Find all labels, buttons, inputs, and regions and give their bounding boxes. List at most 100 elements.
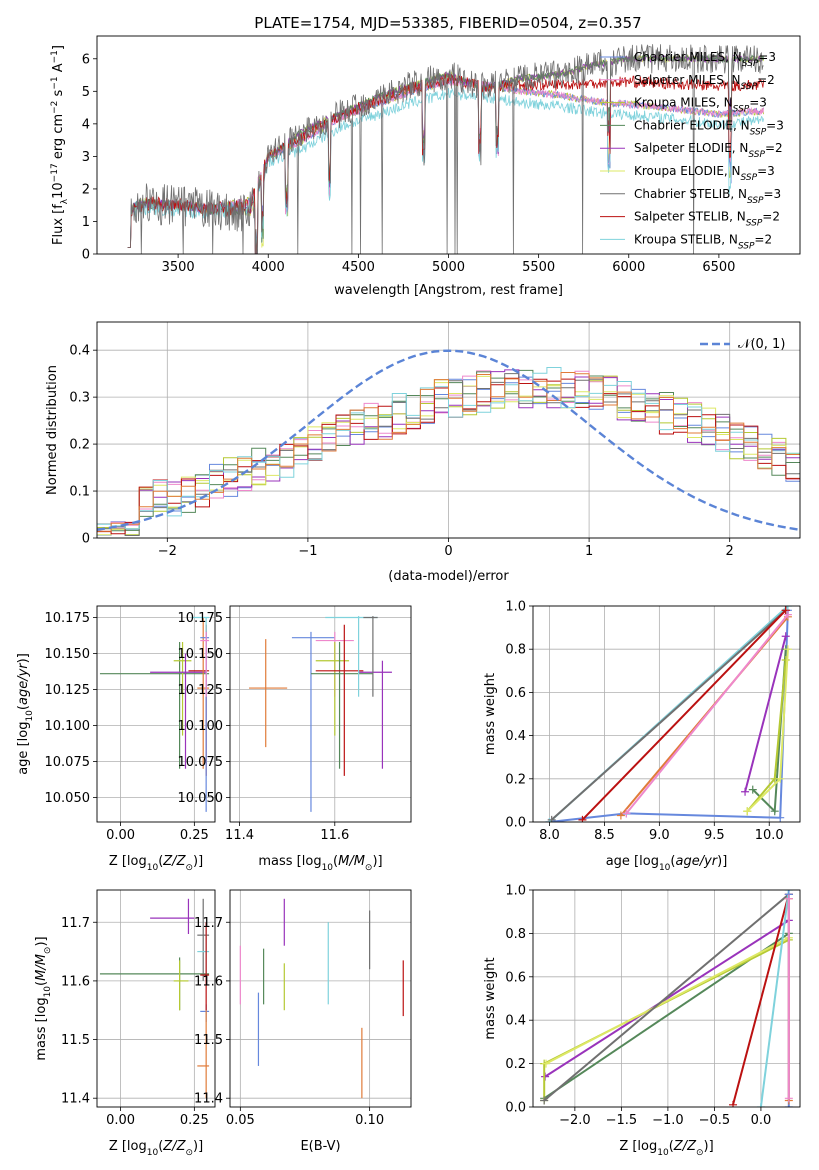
y-tick-label: 11.6 [61, 974, 90, 989]
axes-residuals: −2 −1 0 1 2 0 0.1 0.2 0.3 0.4 𝒩(0, 1) (data-model)/… [45, 321, 801, 584]
x-tick-label: 0.00 [106, 828, 135, 843]
label-part: 10 [147, 1148, 159, 1158]
plus-marker [781, 606, 790, 615]
y-tick-label: 1 [82, 215, 90, 230]
legend-label: Salpeter ELODIE, NSSP=2 [634, 141, 783, 160]
label-part: Normed distribution [45, 365, 60, 495]
x-tick-label: 0.05 [226, 1113, 255, 1128]
plus-marker [776, 774, 785, 783]
plus-marker [748, 785, 757, 794]
y-tick-label: 10.175 [45, 611, 91, 626]
label-part: ⊙ [696, 1148, 704, 1158]
label-part: mass weight [483, 673, 498, 755]
x-tick-label: 11.4 [225, 828, 254, 843]
label-part: Z [log [109, 854, 147, 869]
plus-marker [770, 807, 779, 816]
x-tick-label: 11.6 [320, 828, 349, 843]
massweight_vs_Z-ylabel: mass weight [483, 957, 498, 1039]
errorbar-point-3 [315, 642, 350, 736]
legend-part: SSP [746, 219, 763, 229]
plus-marker [547, 815, 556, 822]
label-part: ( [16, 705, 31, 710]
label-part: )] [704, 1139, 714, 1154]
errorbar-point-1 [173, 960, 189, 1011]
age_vs_Z-xlabel: Z [log10(Z/Z⊙)] [109, 854, 203, 873]
label-part: age/yr [16, 662, 31, 705]
errorbar-point-3 [197, 898, 210, 981]
panels: 3500 4000 4500 5000 5500 6000 6500 0 1 2 3 4 5 6 Chabr… [16, 35, 801, 1158]
legend-part: Salpeter MILES, N [634, 73, 741, 87]
plus-marker [578, 815, 587, 822]
legend-part: Salpeter STELIB, N [634, 210, 746, 224]
grid-age_vs_mass [230, 606, 411, 822]
x-tick-label: 6000 [612, 260, 645, 275]
x-tick-label: 8.0 [539, 828, 560, 843]
label-part: −1 [50, 76, 60, 89]
label-part: 10 [657, 1148, 669, 1158]
y-tick-label: 10.125 [45, 683, 91, 698]
errorbar-point-1 [291, 631, 335, 812]
legend-label: Chabrier STELIB, NSSP=3 [634, 187, 781, 206]
y-tick-label: 1.0 [505, 884, 526, 899]
residuals-xlabel: (data-model)/error [388, 569, 509, 584]
label-part: )] [34, 936, 49, 946]
label-part: Z/Z [162, 1139, 186, 1154]
label-part: ⊙ [185, 1148, 193, 1158]
plot-area-age_vs_Z [99, 616, 210, 812]
label-part: s [51, 89, 66, 100]
frame-age_vs_Z: 0.00 0.25 10.050 10.075 10.100 10.125 10.150 10… [16, 605, 216, 873]
axes-spectrum: 3500 4000 4500 5000 5500 6000 6500 0 1 2 3 4 5 6 Chabr… [50, 35, 801, 298]
errorbar-point-0 [99, 957, 210, 1011]
mass-weight-line-2 [551, 609, 787, 821]
y-tick-label: 10.125 [178, 683, 224, 698]
legend-part: Chabrier STELIB, N [634, 187, 747, 201]
grid-mass_vs_EBV [230, 890, 411, 1107]
massweight_vs_age-ylabel: mass weight [483, 673, 498, 755]
x-tick-label: 9.5 [704, 828, 725, 843]
x-tick-label: 4000 [252, 260, 285, 275]
mass-weight-line-6 [744, 635, 787, 793]
massweight_vs_Z-xlabel: Z [log10(Z/Z⊙)] [619, 1139, 713, 1158]
errorbar-point-5 [315, 624, 364, 776]
histogram-8 [97, 367, 800, 530]
label-part: 10 [659, 863, 671, 873]
y-tick-label: 10.100 [45, 719, 91, 734]
frame-massweight_vs_age: 8.0 8.5 9.0 9.5 10.0 0.0 0.2 0.4 0.6 0.8 1.0 age [l… [483, 600, 801, 873]
label-part: )] [16, 653, 31, 663]
label-part: ⊙ [365, 863, 373, 873]
legend-part: SSP [750, 127, 767, 137]
axes-massweight_vs_Z: −2.0 −1.5 −1.0 −0.5 0.0 0.0 0.2 0.4 0.6 0.8 1.0 Z [… [483, 884, 801, 1158]
label-part: )] [193, 854, 203, 869]
grid-age_vs_Z [97, 606, 215, 822]
label-part: ⊙ [185, 863, 193, 873]
axes-age_vs_mass: 11.4 11.6 10.050 10.075 10.100 10.125 10.150 10… [178, 605, 412, 873]
errorbar-point-7 [200, 631, 210, 697]
plus-marker [781, 632, 790, 641]
legend-label: Salpeter MILES, NSSP=2 [634, 73, 775, 92]
y-tick-label: 0 [82, 248, 90, 263]
spectrum-xlabel: wavelength [Angstrom, rest frame] [334, 283, 563, 298]
x-tick-label: −1.0 [652, 1113, 684, 1128]
x-tick-label: 0.0 [751, 1113, 772, 1128]
massweight_vs_age-xlabel: age [log10(age/yr)] [606, 854, 728, 873]
label-part: −17 [50, 163, 60, 182]
figure-title: PLATE=1754, MJD=53385, FIBERID=0504, z=0… [254, 14, 641, 32]
legend-label: Salpeter STELIB, NSSP=2 [634, 210, 780, 229]
plus-marker [616, 811, 625, 820]
x-tick-label: 8.5 [594, 828, 615, 843]
legend-part: SSP [733, 105, 750, 115]
legend-part: SSP [742, 59, 759, 69]
y-tick-label: 10.100 [178, 719, 224, 734]
spectrum-line-7 [127, 73, 764, 254]
x-tick-label: 5000 [432, 260, 465, 275]
plus-marker [743, 807, 752, 816]
y-tick-label: 0.3 [69, 391, 90, 406]
frame-residuals: −2 −1 0 1 2 0 0.1 0.2 0.3 0.4 𝒩(0, 1) (data-model)/… [45, 321, 801, 584]
legend-part: =2 [754, 232, 772, 246]
legend-part: =3 [764, 187, 782, 201]
y-tick-label: 11.7 [194, 916, 223, 931]
